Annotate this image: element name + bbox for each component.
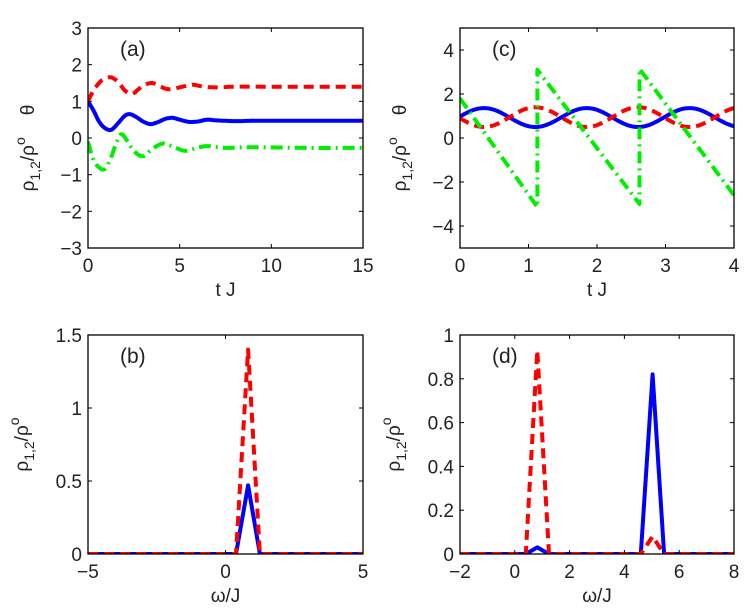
ylabel-rho: ρ	[390, 180, 411, 191]
y-axis-label: ρ1,2/ρo	[378, 417, 409, 471]
x-tick-label: 0	[83, 256, 94, 277]
series-line-rho2	[88, 75, 363, 103]
panel-label: (c)	[492, 38, 517, 61]
ylabel-rho: ρ	[384, 461, 405, 472]
series-line-theta	[460, 66, 734, 210]
x-axis-label: ω/J	[211, 586, 241, 607]
y-tick-label: 1	[443, 326, 454, 347]
x-axis-label: t J	[587, 280, 607, 301]
x-tick-label: 8	[729, 562, 740, 583]
y-axis-label: ρ1,2/ρo θ	[12, 105, 43, 192]
ylabel-theta: θ	[18, 105, 39, 116]
y-tick-label: 1	[71, 399, 82, 420]
x-tick-label: 1	[523, 256, 534, 277]
y-axis-label: ρ1,2/ρo θ	[384, 105, 415, 192]
y-tick-label: 0	[443, 129, 454, 150]
axes-frame	[459, 27, 735, 249]
y-tick-label: 0	[71, 129, 82, 150]
y-tick-label: −1	[60, 166, 82, 187]
axes-frame	[459, 334, 735, 555]
x-tick-label: 2	[592, 256, 603, 277]
panel-c: 0 1 2 3 4 −4 −2 0 2 4 t J ρ1,2/ρo θ (c)	[384, 27, 740, 301]
x-tick-label: 10	[261, 256, 282, 277]
x-axis-label: t J	[215, 280, 235, 301]
y-tick-label: 4	[443, 41, 454, 62]
ylabel-superscript: o	[12, 137, 28, 145]
x-tick-label: 5	[358, 562, 369, 583]
panel-label: (d)	[492, 345, 518, 368]
ylabel-subscript: 1,2	[21, 441, 37, 461]
ylabel-rho: ρ	[12, 461, 33, 472]
ylabel-superscript: o	[6, 417, 22, 425]
ylabel-rho0: /ρ	[390, 145, 411, 161]
series-line-rho2	[460, 348, 734, 554]
y-tick-label: 1	[71, 92, 82, 113]
panel-b: −5 0 500.511.5ω/Jρ1,2/ρo(b)	[6, 326, 368, 607]
series-line-theta	[88, 132, 363, 172]
series-line-rho1	[460, 106, 734, 129]
panel-a: 0 5 10 15 −3 −2 −1 0 1 2 3 t J ρ1,2/ρo θ (a)	[12, 19, 374, 301]
y-tick-label: 0.6	[428, 414, 454, 435]
y-tick-label: 0.2	[428, 501, 454, 522]
ylabel-rho: ρ	[18, 180, 39, 191]
y-tick-label: −2	[60, 202, 82, 223]
series-line-rho2	[460, 105, 734, 129]
x-axis-label: ω/J	[582, 586, 612, 607]
ylabel-subscript: 1,2	[393, 441, 409, 461]
series-line-rho2	[88, 347, 363, 554]
ylabel-rho0: /ρ	[384, 425, 405, 441]
panel-label: (b)	[120, 345, 146, 368]
y-axis-label: ρ1,2/ρo	[6, 417, 37, 471]
series-line-rho1	[460, 372, 734, 554]
x-tick-label: 0	[510, 562, 521, 583]
series-group	[460, 348, 734, 554]
y-tick-label: −2	[432, 173, 454, 194]
ylabel-superscript: o	[378, 417, 394, 425]
x-tick-label: 3	[660, 256, 671, 277]
x-tick-label: 0	[220, 562, 231, 583]
ylabel-subscript: 1,2	[27, 161, 43, 181]
y-tick-label: 2	[71, 56, 82, 77]
panel-label: (a)	[120, 38, 146, 61]
x-tick-label: 5	[174, 256, 185, 277]
y-tick-label: 2	[443, 85, 454, 106]
x-tick-label: 4	[729, 256, 740, 277]
panel-d: −2 0 2 4 6 800.20.40.60.81ω/Jρ1,2/ρo(d)	[378, 326, 739, 607]
y-tick-label: −3	[60, 239, 82, 260]
ylabel-superscript: o	[384, 137, 400, 145]
x-tick-label: 6	[674, 562, 685, 583]
series-line-rho1	[88, 483, 363, 554]
y-tick-label: 0.8	[428, 370, 454, 391]
series-line-rho1	[88, 100, 363, 133]
y-tick-label: −4	[432, 217, 454, 238]
y-tick-label: 0	[71, 545, 82, 566]
x-tick-label: 2	[564, 562, 575, 583]
y-tick-label: 3	[71, 19, 82, 40]
axes-frame	[87, 27, 364, 249]
y-tick-label: 0.5	[56, 472, 82, 493]
series-group	[88, 75, 363, 172]
y-tick-label: 0	[443, 545, 454, 566]
y-tick-label: 1.5	[56, 326, 82, 347]
ylabel-subscript: 1,2	[399, 161, 415, 181]
series-group	[460, 66, 734, 210]
ylabel-theta: θ	[390, 105, 411, 116]
x-tick-label: −5	[77, 562, 99, 583]
x-tick-label: 4	[619, 562, 630, 583]
x-tick-label: 15	[352, 256, 373, 277]
series-group	[88, 347, 363, 554]
y-tick-label: 0.4	[428, 457, 455, 478]
ylabel-rho0: /ρ	[12, 425, 33, 441]
x-tick-label: −2	[449, 562, 471, 583]
ylabel-rho0: /ρ	[18, 145, 39, 161]
x-tick-label: 0	[455, 256, 466, 277]
